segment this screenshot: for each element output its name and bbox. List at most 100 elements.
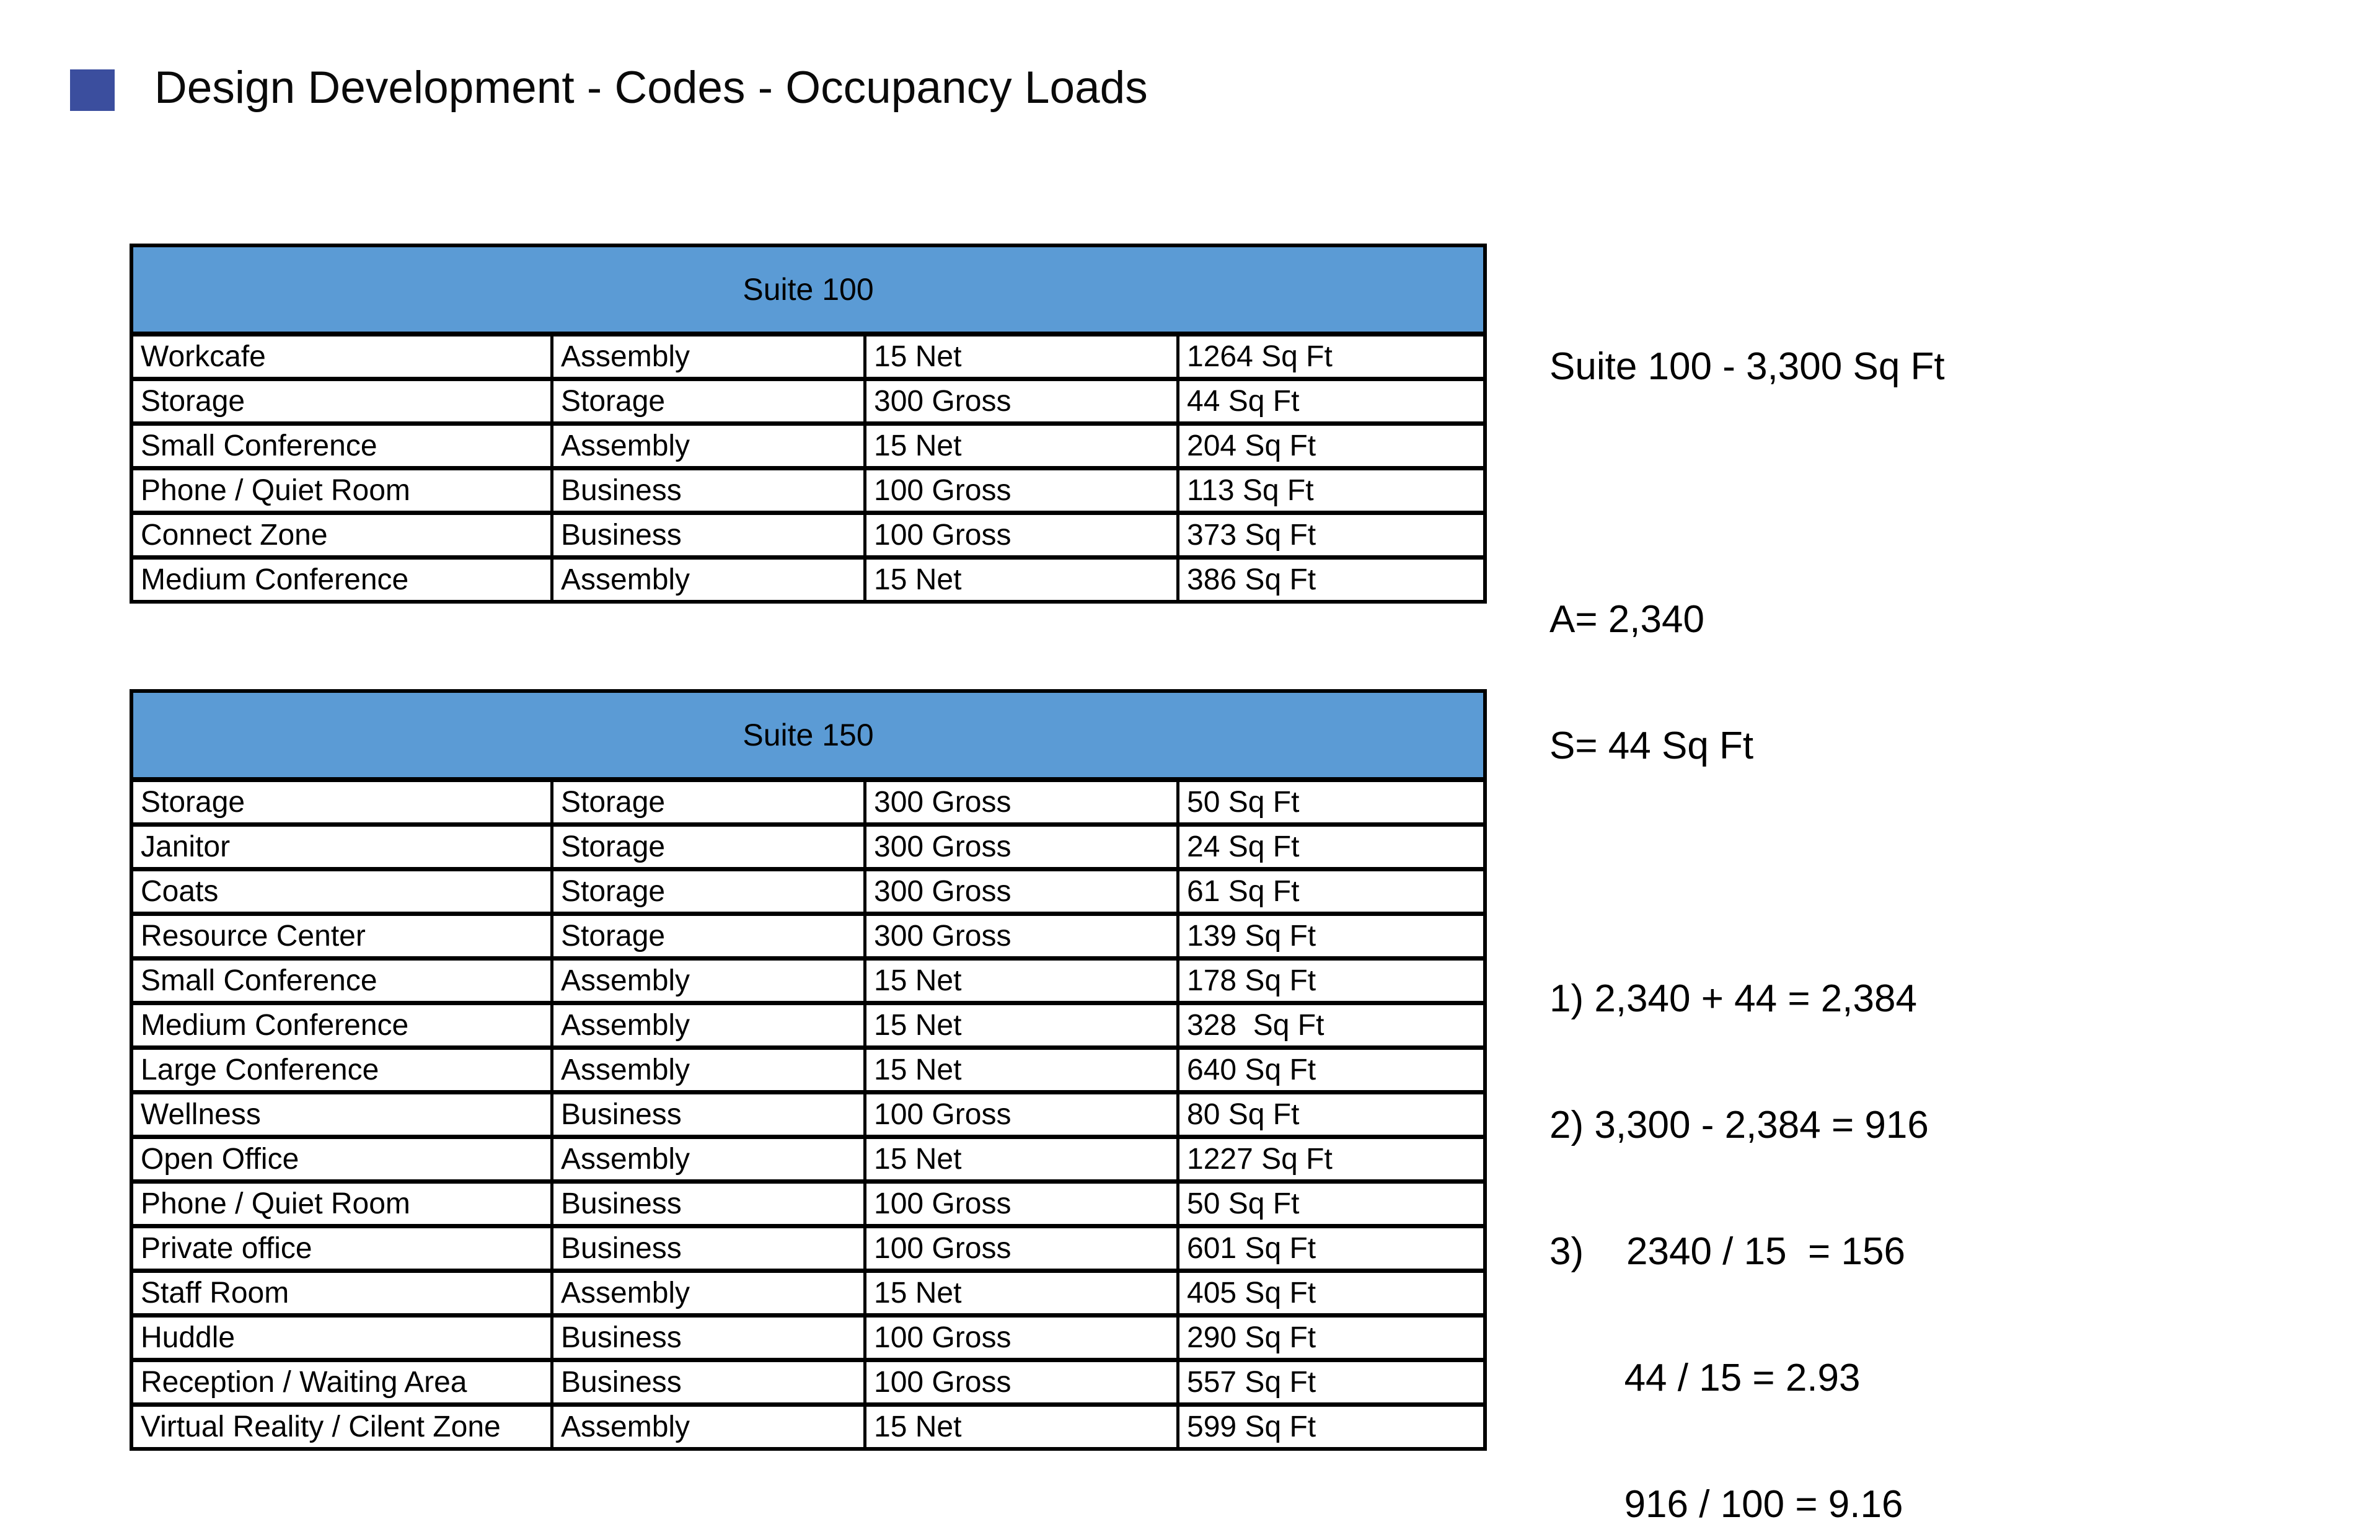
load-factor-cell: 15 Net xyxy=(863,426,1176,466)
load-factor-cell: 100 Gross xyxy=(863,1318,1176,1358)
room-cell: Huddle xyxy=(141,1321,236,1354)
calc-line-s-value: S= 44 Sq Ft xyxy=(1549,724,1754,767)
area-cell: 601 Sq Ft xyxy=(1176,1228,1483,1269)
table-row: Open Office Assembly 15 Net 1227 Sq Ft xyxy=(133,1139,1483,1184)
area-cell: 44 Sq Ft xyxy=(1176,381,1483,421)
use-type-cell: Assembly xyxy=(550,1139,863,1179)
occupancy-calculations: Suite 100 - 3,300 Sq Ft A= 2,340 S= 44 S… xyxy=(1549,262,2380,1540)
use-type-cell: Assembly xyxy=(550,1005,863,1045)
calc-line-step3-sub: 44 / 15 = 2.93 xyxy=(1549,1357,1861,1399)
use-type-cell: Business xyxy=(550,1228,863,1269)
room-cell: Virtual Reality / Cilent Zone xyxy=(141,1410,501,1443)
table-row: Workcafe Assembly 15 Net 1264 Sq Ft xyxy=(133,337,1483,381)
area-cell: 1264 Sq Ft xyxy=(1176,337,1483,377)
room-cell: Wellness xyxy=(141,1098,261,1131)
area-cell: 113 Sq Ft xyxy=(1176,470,1483,511)
load-factor-cell: 100 Gross xyxy=(863,1094,1176,1135)
room-cell: Reception / Waiting Area xyxy=(141,1366,467,1399)
room-cell: Storage xyxy=(141,786,245,819)
table-row: Janitor Storage 300 Gross 24 Sq Ft xyxy=(133,827,1483,871)
use-type-cell: Business xyxy=(550,1318,863,1358)
use-type-cell: Storage xyxy=(550,782,863,822)
load-factor-cell: 100 Gross xyxy=(863,515,1176,555)
use-type-cell: Assembly xyxy=(550,426,863,466)
use-type-cell: Business xyxy=(550,1362,863,1402)
table-row: Storage Storage 300 Gross 44 Sq Ft xyxy=(133,381,1483,426)
use-type-cell: Storage xyxy=(550,381,863,421)
area-cell: 1227 Sq Ft xyxy=(1176,1139,1483,1179)
suite-100-table: Suite 100 Workcafe Assembly 15 Net 1264 … xyxy=(130,244,1487,604)
calc-line-step1: 1) 2,340 + 44 = 2,384 xyxy=(1549,977,1917,1020)
room-cell: Janitor xyxy=(141,830,231,863)
table-row: Resource Center Storage 300 Gross 139 Sq… xyxy=(133,916,1483,961)
load-factor-cell: 15 Net xyxy=(863,337,1176,377)
table-row: Storage Storage 300 Gross 50 Sq Ft xyxy=(133,782,1483,827)
table-row: Phone / Quiet Room Business 100 Gross 50… xyxy=(133,1184,1483,1228)
calc-line-blank xyxy=(1549,851,2380,894)
load-factor-cell: 300 Gross xyxy=(863,782,1176,822)
use-type-cell: Business xyxy=(550,1094,863,1135)
use-type-cell: Assembly xyxy=(550,560,863,600)
table-row: Coats Storage 300 Gross 61 Sq Ft xyxy=(133,871,1483,916)
table-row: Medium Conference Assembly 15 Net 386 Sq… xyxy=(133,560,1483,600)
load-factor-cell: 100 Gross xyxy=(863,1228,1176,1269)
room-cell: Resource Center xyxy=(141,920,366,953)
area-cell: 50 Sq Ft xyxy=(1176,1184,1483,1224)
room-cell: Medium Conference xyxy=(141,563,409,596)
page-title: Design Development - Codes - Occupancy L… xyxy=(154,63,1148,113)
table-row: Small Conference Assembly 15 Net 204 Sq … xyxy=(133,426,1483,470)
suite-150-table: Suite 150 Storage Storage 300 Gross 50 S… xyxy=(130,689,1487,1451)
room-cell: Storage xyxy=(141,385,245,418)
load-factor-cell: 15 Net xyxy=(863,961,1176,1001)
table-row: Private office Business 100 Gross 601 Sq… xyxy=(133,1228,1483,1273)
room-cell: Open Office xyxy=(141,1143,299,1176)
use-type-cell: Storage xyxy=(550,827,863,867)
load-factor-cell: 100 Gross xyxy=(863,1184,1176,1224)
table-row: Connect Zone Business 100 Gross 373 Sq F… xyxy=(133,515,1483,560)
calc-line-suite100-title: Suite 100 - 3,300 Sq Ft xyxy=(1549,345,1945,388)
load-factor-cell: 300 Gross xyxy=(863,871,1176,912)
load-factor-cell: 300 Gross xyxy=(863,381,1176,421)
use-type-cell: Assembly xyxy=(550,1050,863,1090)
room-cell: Phone / Quiet Room xyxy=(141,1187,410,1220)
room-cell: Large Conference xyxy=(141,1054,379,1086)
title-bullet-square-icon xyxy=(70,69,115,111)
load-factor-cell: 15 Net xyxy=(863,1139,1176,1179)
room-cell: Staff Room xyxy=(141,1277,289,1309)
area-cell: 61 Sq Ft xyxy=(1176,871,1483,912)
room-cell: Small Conference xyxy=(141,429,377,462)
table-row: Reception / Waiting Area Business 100 Gr… xyxy=(133,1362,1483,1407)
suite-100-table-header: Suite 100 xyxy=(133,247,1483,337)
calc-line-step3: 3) 2340 / 15 = 156 xyxy=(1549,1230,1905,1273)
use-type-cell: Storage xyxy=(550,916,863,956)
load-factor-cell: 15 Net xyxy=(863,1407,1176,1447)
calc-line-step3-sub: 916 / 100 = 9.16 xyxy=(1549,1483,1903,1526)
area-cell: 557 Sq Ft xyxy=(1176,1362,1483,1402)
room-cell: Workcafe xyxy=(141,340,266,373)
use-type-cell: Storage xyxy=(550,871,863,912)
use-type-cell: Assembly xyxy=(550,1407,863,1447)
area-cell: 50 Sq Ft xyxy=(1176,782,1483,822)
table-header-label: Suite 150 xyxy=(743,718,874,752)
load-factor-cell: 300 Gross xyxy=(863,916,1176,956)
load-factor-cell: 300 Gross xyxy=(863,827,1176,867)
area-cell: 386 Sq Ft xyxy=(1176,560,1483,600)
load-factor-cell: 15 Net xyxy=(863,1005,1176,1045)
room-cell: Connect Zone xyxy=(141,519,328,552)
room-cell: Phone / Quiet Room xyxy=(141,474,410,507)
room-cell: Medium Conference xyxy=(141,1009,409,1042)
area-cell: 599 Sq Ft xyxy=(1176,1407,1483,1447)
use-type-cell: Assembly xyxy=(550,961,863,1001)
suite-150-table-header: Suite 150 xyxy=(133,693,1483,782)
calc-line-blank xyxy=(1549,472,2380,514)
area-cell: 640 Sq Ft xyxy=(1176,1050,1483,1090)
area-cell: 204 Sq Ft xyxy=(1176,426,1483,466)
room-cell: Coats xyxy=(141,875,219,908)
area-cell: 290 Sq Ft xyxy=(1176,1318,1483,1358)
table-row: Phone / Quiet Room Business 100 Gross 11… xyxy=(133,470,1483,515)
table-row: Staff Room Assembly 15 Net 405 Sq Ft xyxy=(133,1273,1483,1318)
area-cell: 24 Sq Ft xyxy=(1176,827,1483,867)
area-cell: 405 Sq Ft xyxy=(1176,1273,1483,1313)
use-type-cell: Assembly xyxy=(550,1273,863,1313)
